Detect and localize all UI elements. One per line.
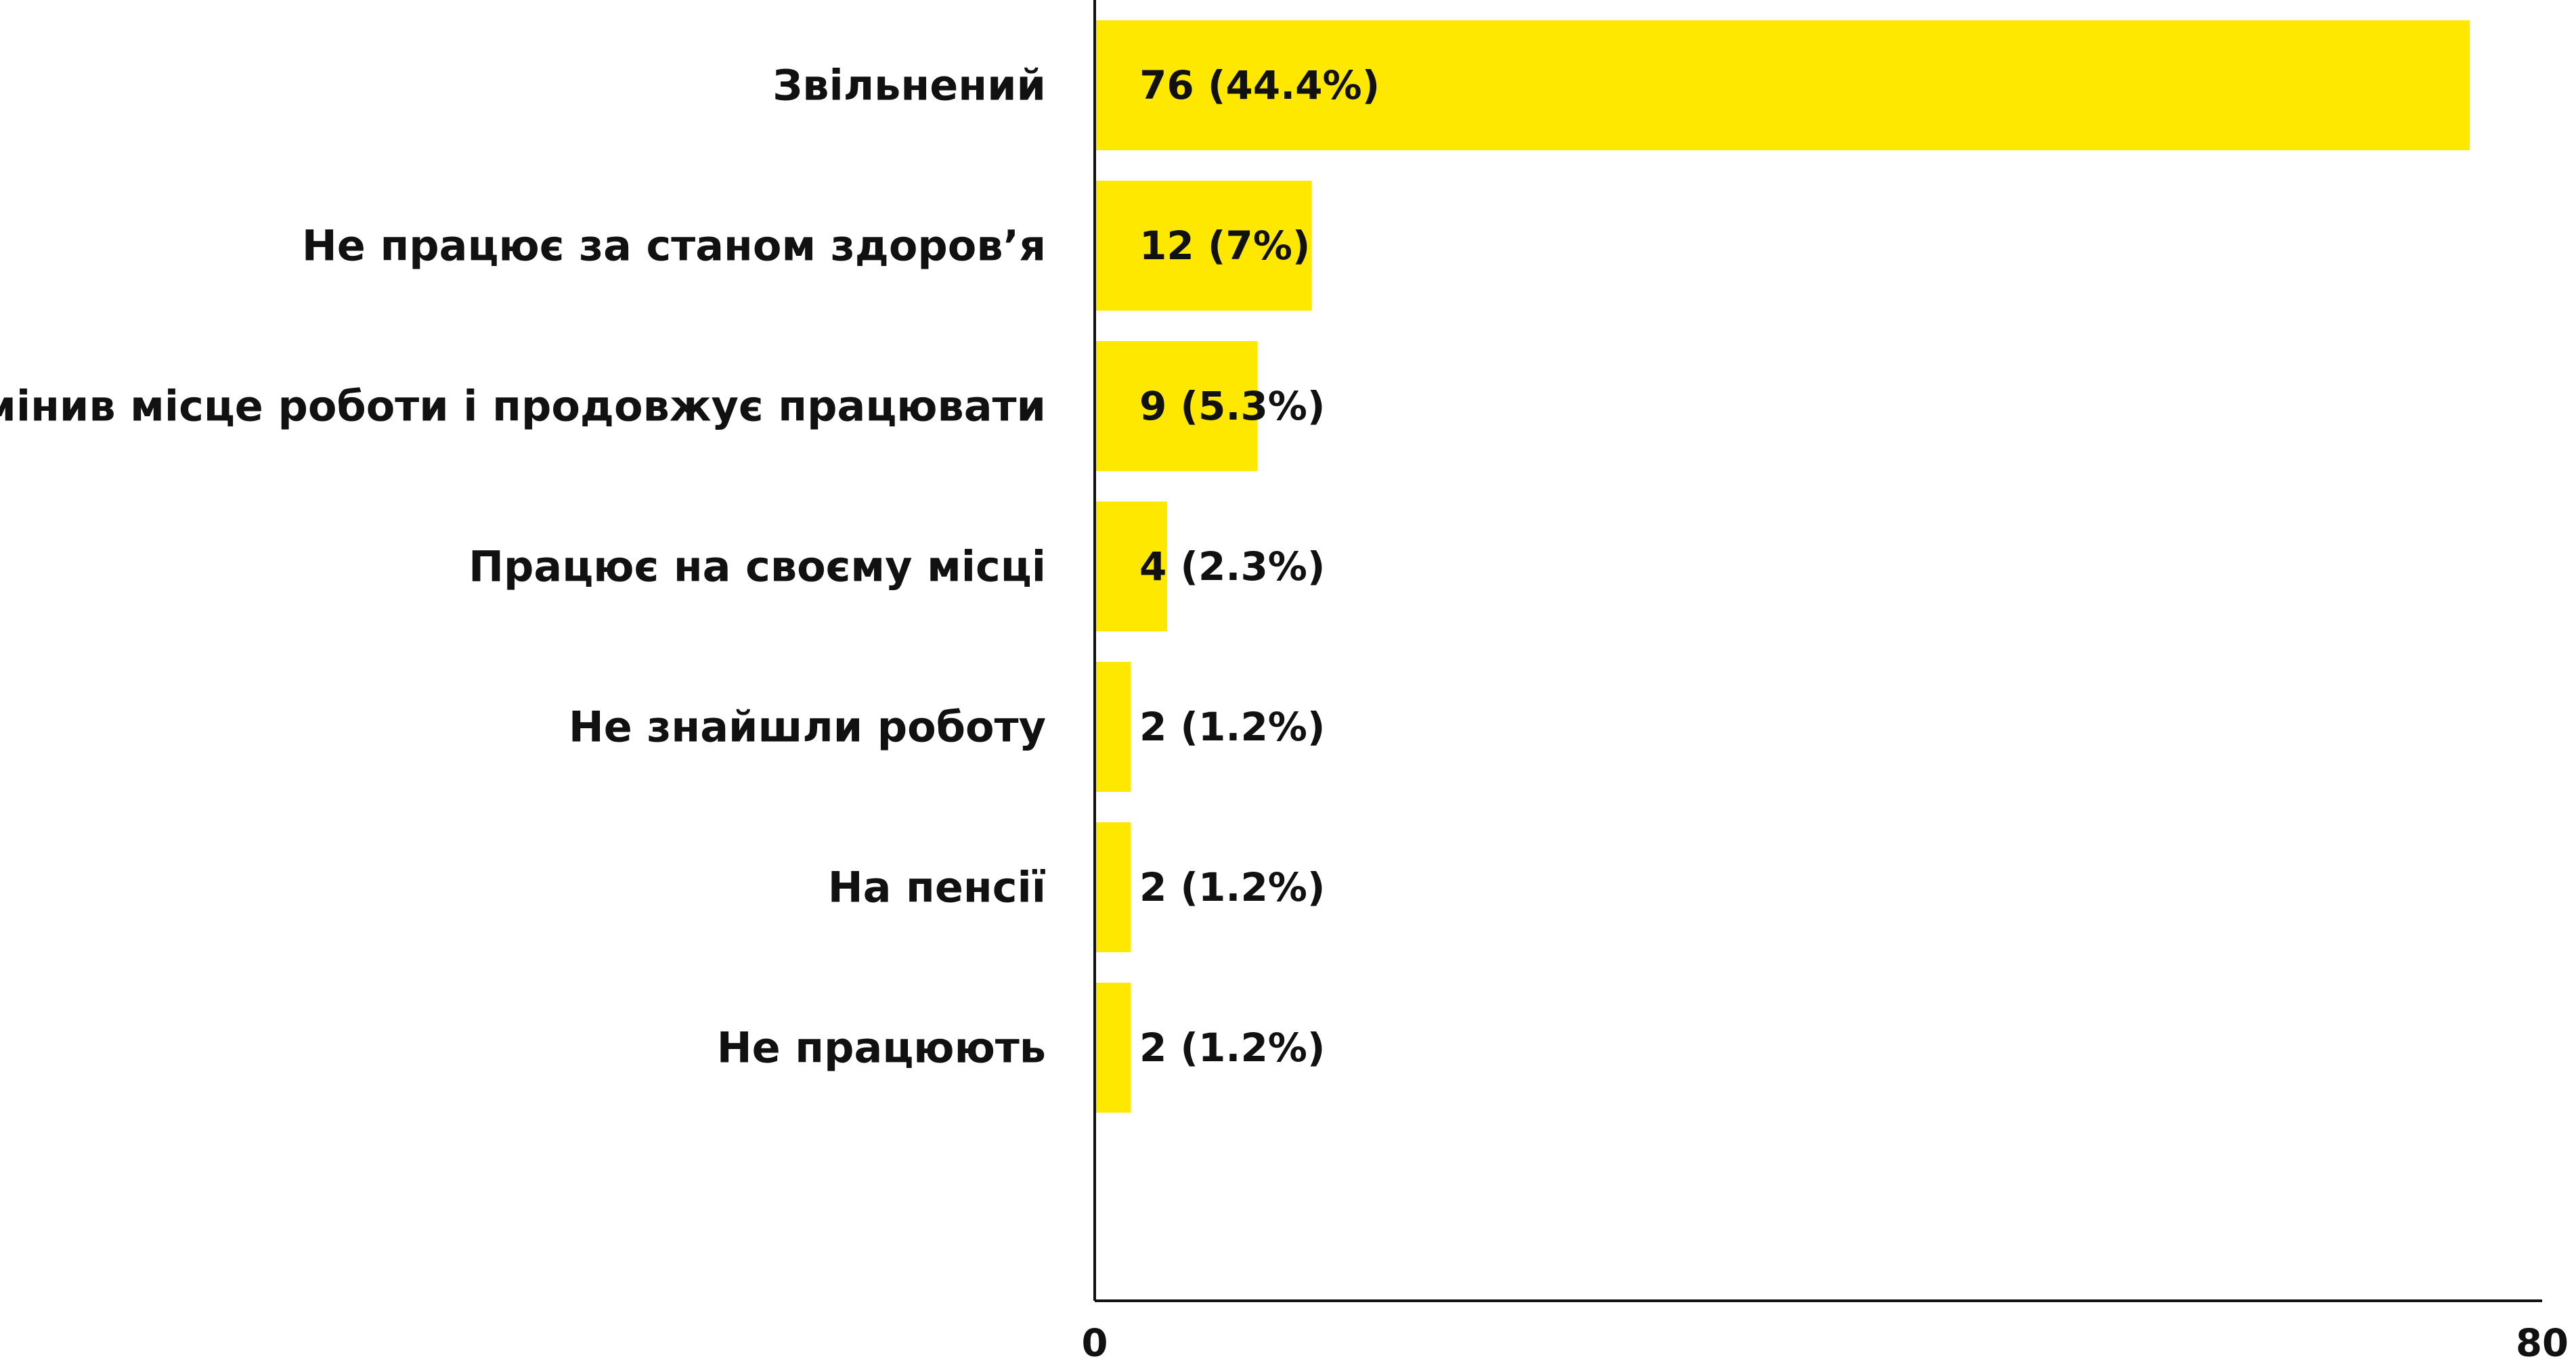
axis-layer — [1093, 0, 2542, 1302]
data-label-0: 76 (44.4%) — [1139, 62, 1380, 108]
data-label-3: 4 (2.3%) — [1139, 543, 1325, 589]
category-label-5: На пенсії — [828, 863, 1046, 912]
bar-6 — [1095, 983, 1131, 1113]
category-label-2: Змінив місце роботи і продовжує працюват… — [0, 382, 1046, 431]
category-label-0: Звільнений — [772, 61, 1046, 110]
x-tick-label-0: 0 — [1082, 1322, 1108, 1359]
data-label-1: 12 (7%) — [1139, 223, 1310, 269]
category-label-4: Не знайшли роботу — [569, 703, 1046, 752]
bar-2 — [1095, 341, 1258, 471]
category-label-3: Працює на своєму місці — [468, 542, 1046, 592]
data-label-4: 2 (1.2%) — [1139, 704, 1325, 750]
bars-layer — [1095, 20, 2470, 1113]
bar-3 — [1095, 502, 1167, 631]
category-label-1: Не працює за станом здоров’я — [302, 221, 1046, 271]
bar-5 — [1095, 822, 1131, 952]
labels-layer: Звільнений 76 (44.4%) Не працює за станом … — [0, 61, 2569, 1359]
bar-1 — [1095, 181, 1312, 311]
data-label-5: 2 (1.2%) — [1139, 864, 1325, 910]
bar-0 — [1095, 20, 2470, 150]
x-tick-label-1: 80 — [2516, 1322, 2569, 1359]
data-label-6: 2 (1.2%) — [1139, 1025, 1325, 1071]
bar-4 — [1095, 662, 1131, 792]
category-label-6: Не працюють — [717, 1023, 1046, 1073]
data-label-2: 9 (5.3%) — [1139, 383, 1325, 429]
